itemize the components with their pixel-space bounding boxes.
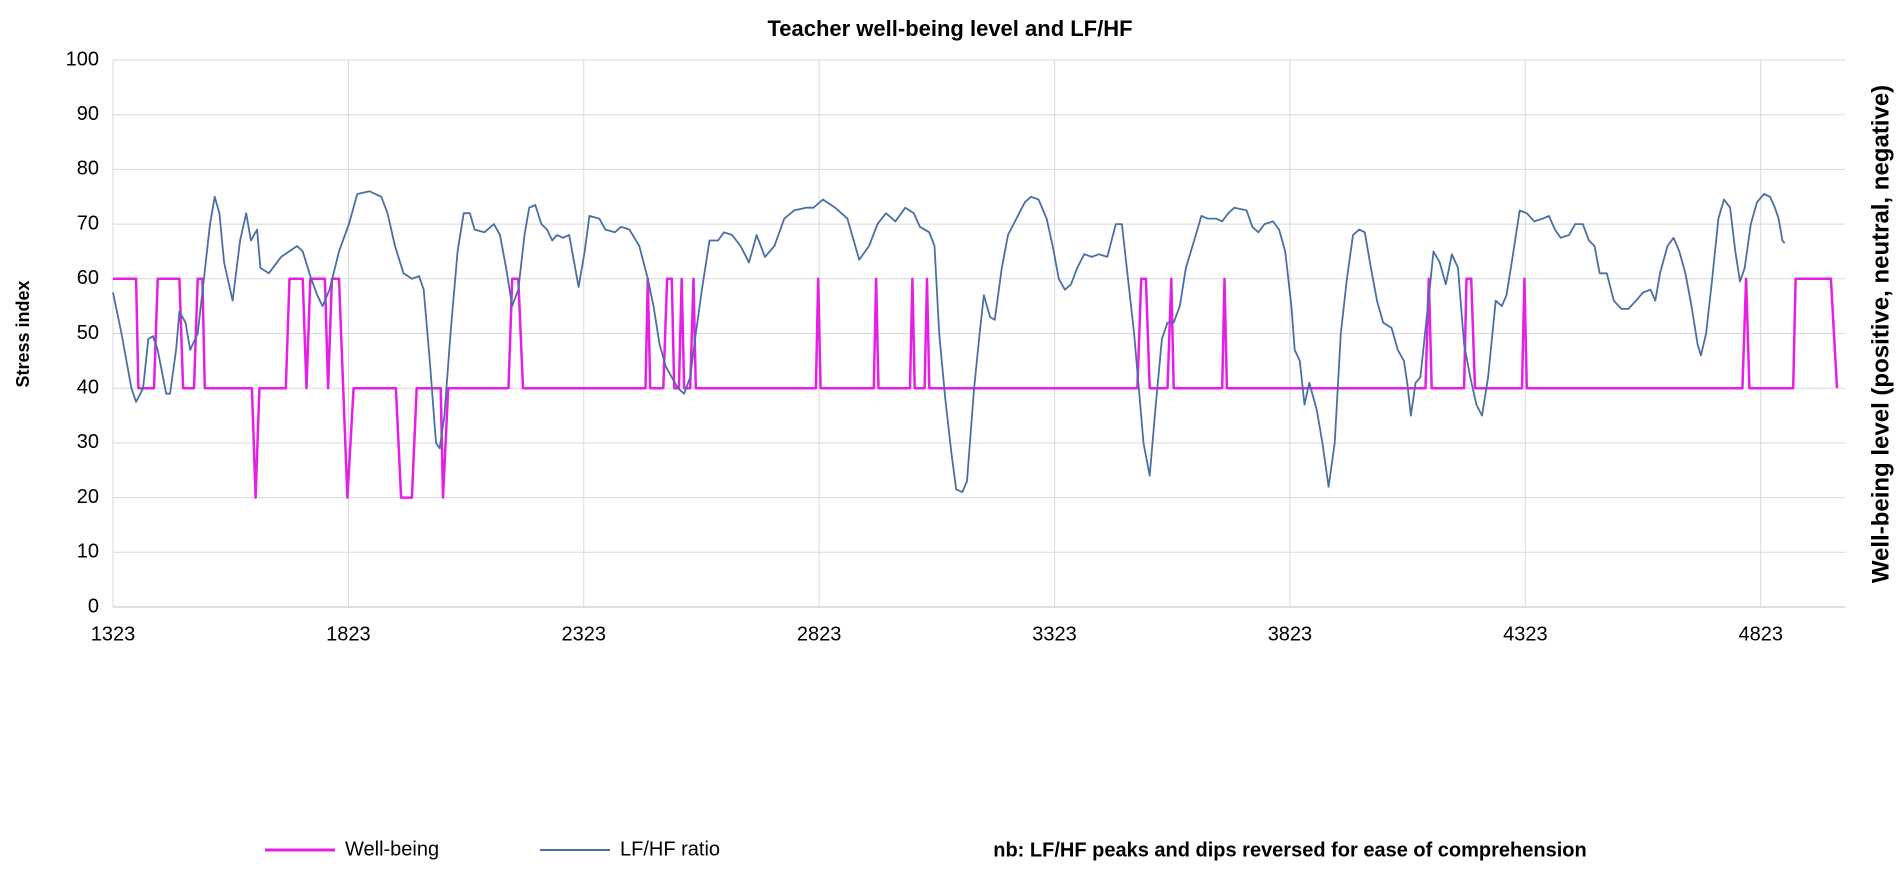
- x-tick-label: 3823: [1268, 623, 1313, 645]
- legend-label: Well-being: [345, 838, 439, 860]
- x-tick-label: 1323: [91, 623, 136, 645]
- y-tick-label: 100: [66, 48, 99, 70]
- y-tick-label: 60: [77, 267, 99, 289]
- x-tick-label: 4823: [1738, 623, 1783, 645]
- x-tick-label: 4323: [1503, 623, 1548, 645]
- legend-label: LF/HF ratio: [620, 838, 720, 860]
- chart-title: Teacher well-being level and LF/HF: [767, 16, 1132, 41]
- x-tick-label: 2823: [797, 623, 842, 645]
- y-tick-label: 70: [77, 212, 99, 234]
- x-tick-label: 2323: [562, 623, 607, 645]
- y-tick-label: 50: [77, 322, 99, 344]
- y-tick-label: 10: [77, 541, 99, 563]
- y-axis-label: Stress index: [13, 280, 33, 387]
- series-line: [113, 277, 1839, 499]
- y-tick-label: 30: [77, 431, 99, 453]
- x-tick-label: 3323: [1032, 623, 1077, 645]
- note: nb: LF/HF peaks and dips reversed for ea…: [993, 839, 1586, 861]
- x-tick-label: 1823: [326, 623, 371, 645]
- series-line: [112, 190, 1786, 493]
- y-tick-label: 40: [77, 376, 99, 398]
- y2-axis-label: Well-being level (positive, neutral, neg…: [1867, 85, 1894, 583]
- y-tick-label: 90: [77, 103, 99, 125]
- y-tick-label: 80: [77, 158, 99, 180]
- y-tick-label: 20: [77, 486, 99, 508]
- y-tick-label: 0: [88, 595, 99, 617]
